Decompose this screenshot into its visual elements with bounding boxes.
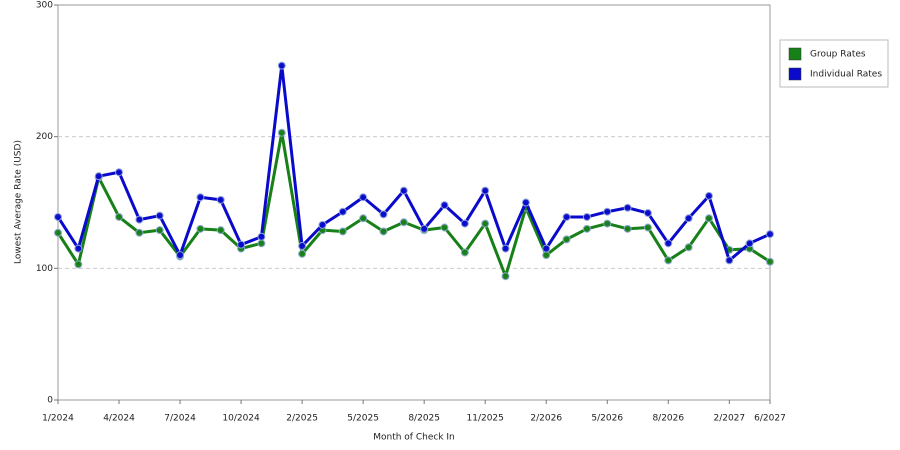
data-point xyxy=(74,260,83,269)
data-point xyxy=(440,223,449,232)
data-point xyxy=(298,241,307,250)
data-point xyxy=(338,227,347,236)
legend-label: Individual Rates xyxy=(810,70,882,80)
data-point xyxy=(359,214,368,223)
data-point xyxy=(216,195,225,204)
x-tick-label: 8/2025 xyxy=(408,414,440,424)
data-point xyxy=(501,244,510,253)
data-point xyxy=(582,224,591,233)
data-point xyxy=(216,226,225,235)
data-point xyxy=(766,230,774,239)
x-tick-label: 6/2027 xyxy=(754,414,786,424)
x-tick-label: 5/2026 xyxy=(591,414,623,424)
data-point xyxy=(399,218,408,227)
data-point xyxy=(54,212,62,221)
data-point xyxy=(643,209,652,218)
data-point xyxy=(684,243,693,252)
y-tick-label: 0 xyxy=(47,396,53,406)
data-point xyxy=(94,172,103,181)
y-axis-label: Lowest Average Rate (USD) xyxy=(14,140,24,264)
x-axis-label: Month of Check In xyxy=(373,433,455,443)
data-point xyxy=(115,168,124,177)
data-point xyxy=(379,210,388,219)
data-point xyxy=(542,244,551,253)
data-point xyxy=(664,239,673,248)
data-point xyxy=(379,227,388,236)
y-tick-label: 300 xyxy=(36,1,53,11)
data-point xyxy=(481,219,490,228)
data-point xyxy=(135,228,144,237)
plot-frame xyxy=(57,4,771,401)
data-point xyxy=(460,248,469,257)
data-point xyxy=(643,223,652,232)
data-point xyxy=(74,244,83,253)
data-point xyxy=(603,219,612,228)
legend-label: Group Rates xyxy=(810,50,866,60)
data-point xyxy=(298,249,307,258)
x-tick-label: 1/2024 xyxy=(42,414,74,424)
data-point xyxy=(155,211,164,220)
data-point xyxy=(623,203,632,212)
y-tick-label: 200 xyxy=(36,132,53,142)
series-line xyxy=(56,64,771,262)
data-point xyxy=(257,232,266,241)
data-point xyxy=(562,212,571,221)
data-point xyxy=(338,207,347,216)
data-point xyxy=(664,256,673,265)
data-point xyxy=(196,224,205,233)
data-point xyxy=(481,186,490,195)
series-line xyxy=(56,131,771,278)
data-point xyxy=(318,220,327,229)
data-point xyxy=(704,214,713,223)
x-tick-label: 4/2024 xyxy=(103,414,135,424)
data-point xyxy=(623,224,632,233)
data-point xyxy=(277,61,286,70)
data-point xyxy=(440,201,449,210)
x-tick-label: 2/2026 xyxy=(530,414,562,424)
data-point xyxy=(115,212,124,221)
data-point xyxy=(359,193,368,202)
data-point xyxy=(704,191,713,200)
data-point xyxy=(399,186,408,195)
x-tick-label: 7/2024 xyxy=(164,414,196,424)
data-point xyxy=(582,212,591,221)
x-tick-label: 2/2027 xyxy=(713,414,745,424)
data-point xyxy=(542,251,551,260)
data-point xyxy=(460,219,469,228)
data-point xyxy=(176,251,185,260)
data-point xyxy=(196,193,205,202)
data-point xyxy=(155,226,164,235)
data-point xyxy=(54,228,62,237)
data-point xyxy=(684,214,693,223)
x-tick-label: 5/2025 xyxy=(347,414,379,424)
x-tick-label: 2/2025 xyxy=(286,414,318,424)
data-point xyxy=(420,224,429,233)
data-point xyxy=(745,239,754,248)
data-point xyxy=(501,272,510,281)
data-point xyxy=(562,235,571,244)
data-point xyxy=(603,207,612,216)
data-point xyxy=(237,240,246,249)
data-point xyxy=(277,128,286,137)
legend-swatch xyxy=(788,67,802,81)
x-tick-label: 11/2025 xyxy=(467,414,504,424)
data-point xyxy=(725,256,734,265)
data-point xyxy=(257,239,266,248)
x-tick-label: 10/2024 xyxy=(222,414,260,424)
data-point xyxy=(766,257,774,266)
data-point xyxy=(135,215,144,224)
legend-swatch xyxy=(788,47,802,61)
y-tick-label: 100 xyxy=(36,264,53,274)
x-tick-label: 8/2026 xyxy=(652,414,684,424)
data-point xyxy=(521,198,530,207)
